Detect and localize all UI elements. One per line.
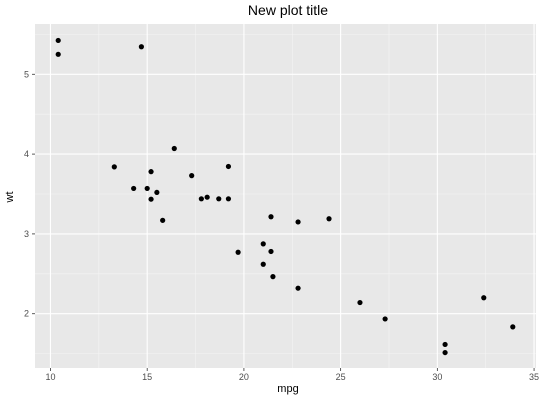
x-tick-label: 15 xyxy=(142,372,152,382)
data-point xyxy=(326,216,332,222)
data-point xyxy=(131,185,137,192)
data-point xyxy=(148,169,154,175)
data-point xyxy=(55,51,61,57)
data-point xyxy=(55,37,61,44)
data-point xyxy=(171,145,177,152)
data-point xyxy=(270,274,276,280)
data-point xyxy=(481,295,487,301)
y-axis-label: wt xyxy=(4,192,16,204)
data-point xyxy=(189,173,195,179)
data-point xyxy=(148,196,154,202)
chart-title: New plot title xyxy=(248,2,328,18)
data-point xyxy=(111,164,117,170)
data-point xyxy=(268,214,274,220)
data-point xyxy=(154,189,160,196)
data-point xyxy=(295,219,301,225)
data-point xyxy=(268,248,274,255)
data-point xyxy=(382,316,388,322)
x-tick-label: 30 xyxy=(432,372,442,382)
x-tick-label: 25 xyxy=(336,372,346,382)
data-point xyxy=(510,324,516,330)
y-tick-label: 2 xyxy=(24,309,29,319)
data-point xyxy=(144,185,150,192)
x-axis-label: mpg xyxy=(277,383,298,395)
data-point xyxy=(260,261,266,267)
y-tick-label: 3 xyxy=(24,229,29,239)
x-tick-label: 10 xyxy=(45,372,55,382)
data-point xyxy=(198,196,204,202)
data-point xyxy=(295,285,301,291)
data-point xyxy=(260,241,266,247)
data-point xyxy=(204,194,210,200)
data-point xyxy=(357,299,363,306)
data-point xyxy=(225,163,232,170)
data-point xyxy=(235,249,241,255)
data-point xyxy=(160,217,166,223)
y-tick-label: 4 xyxy=(24,149,29,159)
data-point xyxy=(225,196,232,202)
data-point xyxy=(442,341,448,348)
plot-panel xyxy=(35,24,536,368)
x-tick-label: 35 xyxy=(529,372,539,382)
x-tick-label: 20 xyxy=(239,372,249,382)
data-point xyxy=(442,349,448,356)
data-point xyxy=(138,44,144,50)
plot-layer: 10 15 20 25 30 35 2 3 4 5 xyxy=(24,24,539,382)
y-tick-label: 5 xyxy=(24,69,29,79)
data-point xyxy=(216,196,222,202)
